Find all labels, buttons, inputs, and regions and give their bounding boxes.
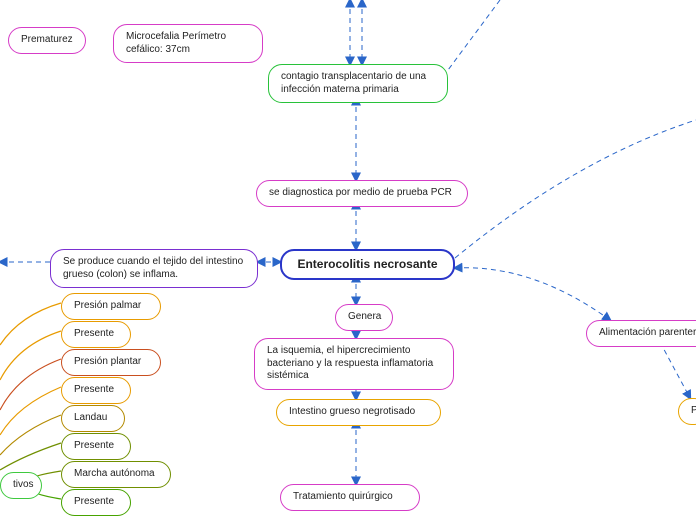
- node-pe[interactable]: Pe: [678, 398, 696, 425]
- node-label: se diagnostica por medio de prueba PCR: [269, 187, 452, 200]
- node-label: Presente: [74, 328, 114, 341]
- node-tivos[interactable]: tivos: [0, 472, 42, 499]
- mindmap-canvas: { "background":"#ffffff", "edge":{"strok…: [0, 0, 696, 520]
- node-trat[interactable]: Tratamiento quirúrgico: [280, 484, 420, 511]
- node-pcr[interactable]: se diagnostica por medio de prueba PCR: [256, 180, 468, 207]
- node-label: Landau: [74, 412, 107, 425]
- node-alim[interactable]: Alimentación parenteral: [586, 320, 696, 347]
- node-p6[interactable]: Presente: [61, 433, 131, 460]
- node-p1[interactable]: Presión palmar: [61, 293, 161, 320]
- node-p4[interactable]: Presente: [61, 377, 131, 404]
- node-label: Presente: [74, 440, 114, 453]
- node-label: Presente: [74, 384, 114, 397]
- node-p5[interactable]: Landau: [61, 405, 125, 432]
- node-label: Prematurez: [21, 34, 73, 47]
- node-p2[interactable]: Presente: [61, 321, 131, 348]
- node-intestino[interactable]: Intestino grueso negrotisado: [276, 399, 441, 426]
- node-label: Tratamiento quirúrgico: [293, 491, 393, 504]
- node-p8[interactable]: Presente: [61, 489, 131, 516]
- node-label: Pe: [691, 405, 696, 418]
- node-label: Alimentación parenteral: [599, 327, 696, 340]
- node-label: Marcha autónoma: [74, 468, 155, 481]
- node-label: contagio transplacentario de una infecci…: [281, 71, 435, 96]
- node-label: Presente: [74, 496, 114, 509]
- node-label: Microcefalia Perímetro cefálico: 37cm: [126, 31, 250, 56]
- node-label: La isquemia, el hipercrecimiento bacteri…: [267, 345, 441, 383]
- node-label: Genera: [348, 311, 381, 324]
- node-isquemia[interactable]: La isquemia, el hipercrecimiento bacteri…: [254, 338, 454, 390]
- node-colon[interactable]: Se produce cuando el tejido del intestin…: [50, 249, 258, 288]
- node-p7[interactable]: Marcha autónoma: [61, 461, 171, 488]
- node-contagio[interactable]: contagio transplacentario de una infecci…: [268, 64, 448, 103]
- node-p3[interactable]: Presión plantar: [61, 349, 161, 376]
- node-entero[interactable]: Enterocolitis necrosante: [280, 249, 455, 280]
- node-label: Presión plantar: [74, 356, 141, 369]
- node-label: Enterocolitis necrosante: [297, 257, 437, 272]
- node-label: Presión palmar: [74, 300, 141, 313]
- node-genera[interactable]: Genera: [335, 304, 393, 331]
- node-microcefalia[interactable]: Microcefalia Perímetro cefálico: 37cm: [113, 24, 263, 63]
- node-prematurez[interactable]: Prematurez: [8, 27, 86, 54]
- node-label: Intestino grueso negrotisado: [289, 406, 415, 419]
- node-label: tivos: [13, 479, 34, 492]
- node-label: Se produce cuando el tejido del intestin…: [63, 256, 245, 281]
